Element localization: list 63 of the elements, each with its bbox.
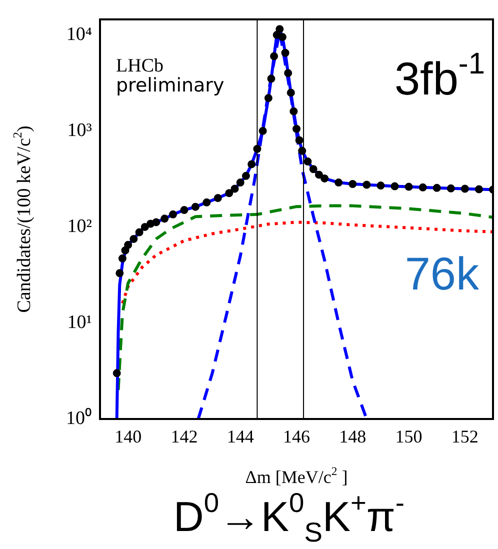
point — [214, 194, 222, 202]
point — [304, 158, 312, 166]
point — [160, 214, 169, 223]
x-tick-label: 144 — [226, 426, 254, 447]
point — [460, 184, 469, 193]
point — [286, 88, 295, 97]
point — [474, 185, 483, 194]
point — [446, 184, 455, 192]
point — [267, 74, 276, 83]
point — [140, 222, 149, 231]
point — [320, 174, 329, 182]
point — [202, 198, 211, 206]
point — [348, 180, 357, 188]
y-axis-title: Candidates/(100 keV/c2) — [10, 126, 35, 313]
y-tick-label: 10⁴ — [66, 24, 92, 45]
point — [118, 254, 126, 262]
x-tick-label: 142 — [170, 426, 198, 447]
point — [248, 160, 256, 168]
point — [362, 180, 371, 189]
point — [152, 218, 160, 226]
point — [309, 165, 318, 174]
x-tick-label: 148 — [339, 426, 366, 447]
point — [334, 178, 343, 187]
point — [116, 269, 124, 278]
point — [258, 126, 267, 135]
annotation: 76k — [404, 247, 480, 300]
point — [284, 69, 292, 78]
point — [180, 206, 188, 214]
point — [314, 170, 323, 179]
point — [135, 228, 144, 236]
point — [230, 184, 239, 193]
point — [225, 189, 234, 198]
point — [242, 172, 250, 180]
y-tick-label: 10⁰ — [66, 406, 92, 429]
point — [270, 52, 278, 60]
y-tick-label: 10² — [67, 216, 92, 237]
point — [191, 202, 200, 211]
point — [112, 369, 121, 378]
point — [295, 136, 304, 144]
point — [432, 184, 441, 192]
y-tick-label: 10³ — [67, 120, 92, 141]
point — [264, 94, 272, 102]
point — [290, 107, 298, 116]
point — [376, 182, 385, 190]
point — [390, 182, 399, 190]
point — [276, 25, 284, 34]
point — [278, 33, 286, 42]
annotation: LHCb preliminary — [116, 55, 224, 96]
line-series — [120, 220, 493, 305]
x-tick-label: 146 — [283, 426, 310, 447]
y-tick-label: 10¹ — [67, 312, 92, 333]
point — [418, 183, 427, 192]
point — [292, 124, 300, 133]
point — [404, 182, 413, 191]
point — [281, 48, 290, 57]
point — [124, 240, 132, 249]
x-tick-label: 140 — [114, 426, 142, 447]
x-tick-label: 152 — [451, 426, 478, 447]
line-series — [116, 204, 493, 392]
point — [168, 210, 177, 218]
x-tick-label: 150 — [395, 426, 422, 447]
point — [130, 234, 138, 243]
point — [236, 178, 244, 187]
